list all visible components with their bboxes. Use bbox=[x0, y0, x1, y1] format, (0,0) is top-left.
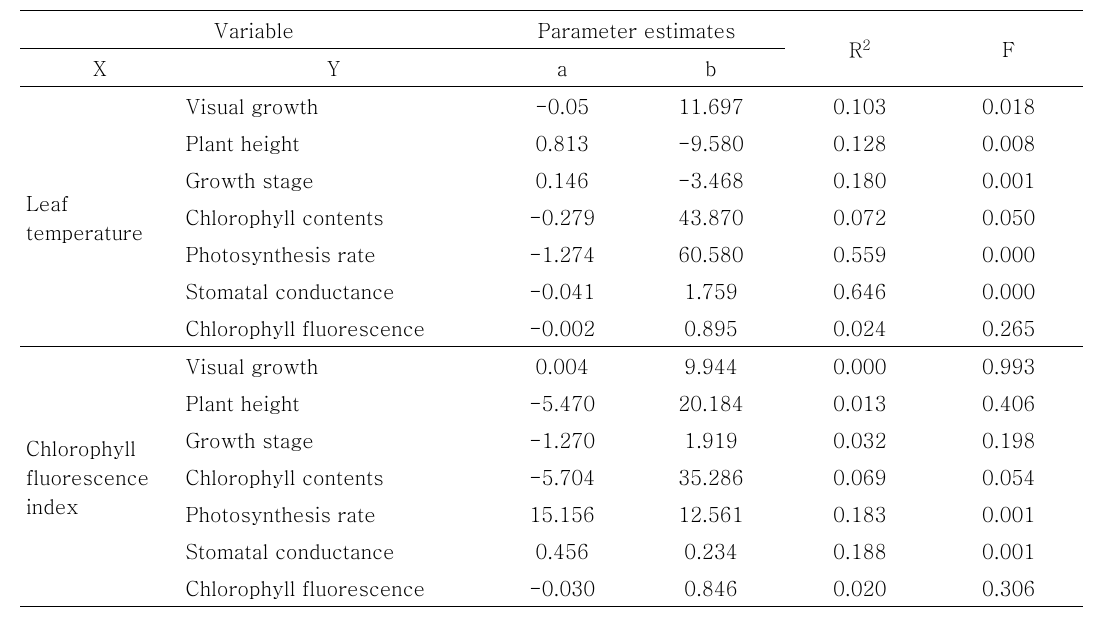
table-row: Growth stage-1.2701.9190.0320.198 bbox=[20, 421, 1083, 458]
cell-r2: 0.072 bbox=[785, 198, 934, 235]
col-y: Y bbox=[179, 49, 487, 87]
cell-a: -5.704 bbox=[488, 458, 637, 495]
cell-a: 0.813 bbox=[488, 124, 637, 161]
table-row: Plant height0.813-9.5800.1280.008 bbox=[20, 124, 1083, 161]
cell-y: Stomatal conductance bbox=[179, 272, 487, 309]
cell-y: Chlorophyll fluorescence bbox=[179, 569, 487, 607]
cell-b: 20.184 bbox=[637, 384, 786, 421]
cell-b: -9.580 bbox=[637, 124, 786, 161]
cell-b: 35.286 bbox=[637, 458, 786, 495]
cell-b: 9.944 bbox=[637, 347, 786, 385]
cell-y: Growth stage bbox=[179, 421, 487, 458]
cell-a: -1.274 bbox=[488, 235, 637, 272]
cell-r2: 0.000 bbox=[785, 347, 934, 385]
cell-r2: 0.646 bbox=[785, 272, 934, 309]
cell-a: -5.470 bbox=[488, 384, 637, 421]
cell-a: -0.002 bbox=[488, 309, 637, 347]
cell-x: Leaf temperature bbox=[20, 87, 179, 347]
cell-a: -0.041 bbox=[488, 272, 637, 309]
cell-r2: 0.183 bbox=[785, 495, 934, 532]
cell-x: Chlorophyll fluorescence index bbox=[20, 347, 179, 607]
cell-r2: 0.128 bbox=[785, 124, 934, 161]
cell-b: -3.468 bbox=[637, 161, 786, 198]
cell-f: 0.000 bbox=[934, 272, 1083, 309]
cell-y: Visual growth bbox=[179, 87, 487, 125]
table-row: Plant height-5.47020.1840.0130.406 bbox=[20, 384, 1083, 421]
cell-b: 1.919 bbox=[637, 421, 786, 458]
cell-r2: 0.020 bbox=[785, 569, 934, 607]
cell-a: 0.004 bbox=[488, 347, 637, 385]
col-r2: R2 bbox=[785, 11, 934, 87]
cell-r2: 0.069 bbox=[785, 458, 934, 495]
cell-f: 0.198 bbox=[934, 421, 1083, 458]
cell-f: 0.018 bbox=[934, 87, 1083, 125]
table-row: Stomatal conductance-0.0411.7590.6460.00… bbox=[20, 272, 1083, 309]
cell-f: 0.050 bbox=[934, 198, 1083, 235]
cell-f: 0.000 bbox=[934, 235, 1083, 272]
cell-b: 0.234 bbox=[637, 532, 786, 569]
cell-f: 0.406 bbox=[934, 384, 1083, 421]
cell-b: 43.870 bbox=[637, 198, 786, 235]
table-row: Stomatal conductance0.4560.2340.1880.001 bbox=[20, 532, 1083, 569]
cell-r2: 0.188 bbox=[785, 532, 934, 569]
cell-f: 0.054 bbox=[934, 458, 1083, 495]
cell-a: -0.05 bbox=[488, 87, 637, 125]
table-head-row-1: Variable Parameter estimates R2 F bbox=[20, 11, 1083, 49]
cell-r2: 0.013 bbox=[785, 384, 934, 421]
cell-b: 0.846 bbox=[637, 569, 786, 607]
cell-y: Growth stage bbox=[179, 161, 487, 198]
cell-a: -0.030 bbox=[488, 569, 637, 607]
table-row: Leaf temperatureVisual growth-0.0511.697… bbox=[20, 87, 1083, 125]
table-body: Leaf temperatureVisual growth-0.0511.697… bbox=[20, 87, 1083, 607]
cell-a: 15.156 bbox=[488, 495, 637, 532]
cell-b: 0.895 bbox=[637, 309, 786, 347]
cell-y: Stomatal conductance bbox=[179, 532, 487, 569]
col-b: b bbox=[637, 49, 786, 87]
table-row: Chlorophyll fluorescence-0.0300.8460.020… bbox=[20, 569, 1083, 607]
cell-y: Visual growth bbox=[179, 347, 487, 385]
cell-f: 0.008 bbox=[934, 124, 1083, 161]
cell-a: 0.146 bbox=[488, 161, 637, 198]
col-a: a bbox=[488, 49, 637, 87]
cell-f: 0.001 bbox=[934, 532, 1083, 569]
cell-a: 0.456 bbox=[488, 532, 637, 569]
cell-y: Plant height bbox=[179, 384, 487, 421]
cell-f: 0.306 bbox=[934, 569, 1083, 607]
table-row: Chlorophyll contents-5.70435.2860.0690.0… bbox=[20, 458, 1083, 495]
cell-r2: 0.559 bbox=[785, 235, 934, 272]
cell-y: Chlorophyll contents bbox=[179, 198, 487, 235]
regression-table: Variable Parameter estimates R2 F X Y a … bbox=[20, 10, 1083, 607]
cell-b: 11.697 bbox=[637, 87, 786, 125]
col-f: F bbox=[934, 11, 1083, 87]
cell-r2: 0.032 bbox=[785, 421, 934, 458]
cell-y: Photosynthesis rate bbox=[179, 235, 487, 272]
cell-f: 0.001 bbox=[934, 161, 1083, 198]
cell-a: -0.279 bbox=[488, 198, 637, 235]
cell-y: Chlorophyll contents bbox=[179, 458, 487, 495]
table-row: Chlorophyll fluorescence-0.0020.8950.024… bbox=[20, 309, 1083, 347]
cell-a: -1.270 bbox=[488, 421, 637, 458]
cell-b: 12.561 bbox=[637, 495, 786, 532]
table-row: Chlorophyll fluorescence indexVisual gro… bbox=[20, 347, 1083, 385]
cell-b: 60.580 bbox=[637, 235, 786, 272]
table-row: Photosynthesis rate-1.27460.5800.5590.00… bbox=[20, 235, 1083, 272]
cell-y: Photosynthesis rate bbox=[179, 495, 487, 532]
cell-b: 1.759 bbox=[637, 272, 786, 309]
col-x: X bbox=[20, 49, 179, 87]
col-variable: Variable bbox=[20, 11, 488, 49]
col-param-est: Parameter estimates bbox=[488, 11, 786, 49]
cell-f: 0.993 bbox=[934, 347, 1083, 385]
cell-f: 0.001 bbox=[934, 495, 1083, 532]
table-row: Chlorophyll contents-0.27943.8700.0720.0… bbox=[20, 198, 1083, 235]
cell-r2: 0.180 bbox=[785, 161, 934, 198]
table-row: Growth stage0.146-3.4680.1800.001 bbox=[20, 161, 1083, 198]
cell-y: Plant height bbox=[179, 124, 487, 161]
table-row: Photosynthesis rate15.15612.5610.1830.00… bbox=[20, 495, 1083, 532]
cell-r2: 0.024 bbox=[785, 309, 934, 347]
cell-f: 0.265 bbox=[934, 309, 1083, 347]
cell-y: Chlorophyll fluorescence bbox=[179, 309, 487, 347]
cell-r2: 0.103 bbox=[785, 87, 934, 125]
